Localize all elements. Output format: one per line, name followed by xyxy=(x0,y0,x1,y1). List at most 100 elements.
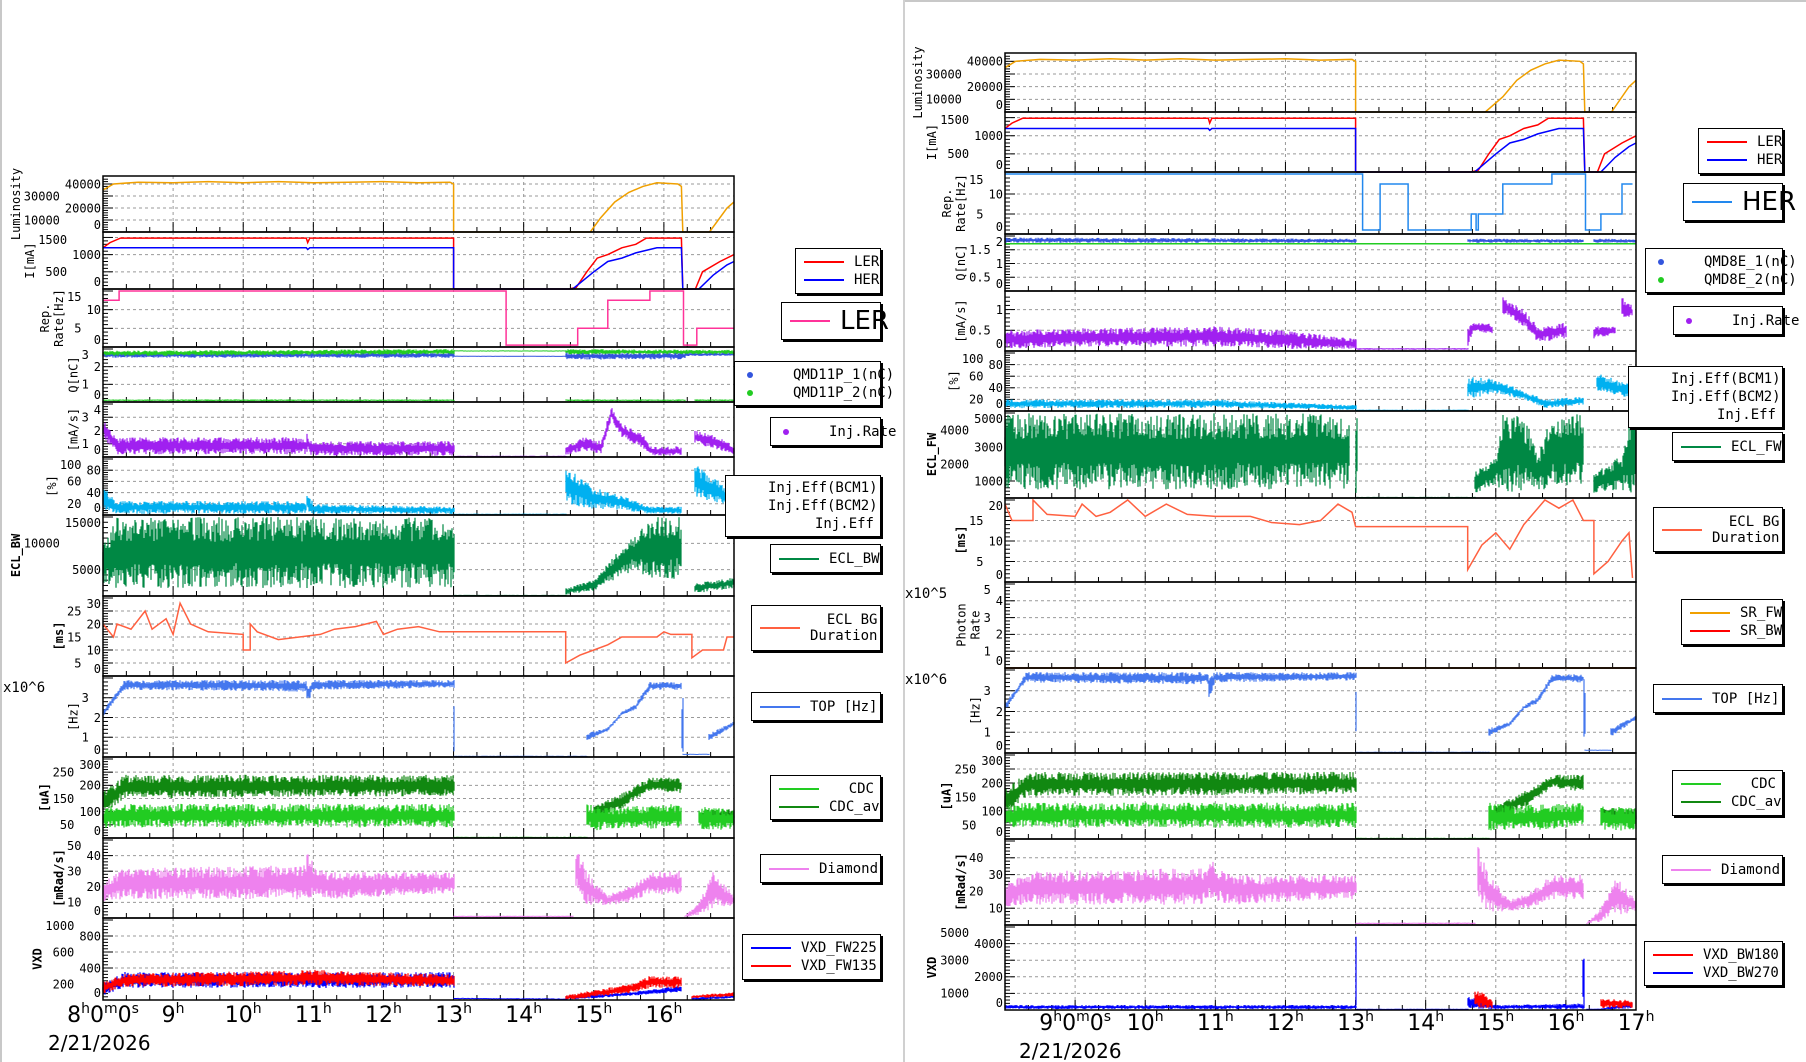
y-tick-label: 20 xyxy=(67,497,81,511)
series-ecl-fw xyxy=(1004,413,1637,498)
y-tick-label: 40 xyxy=(989,381,1003,395)
y-axis-label: I[mA] xyxy=(23,242,37,278)
legend-label: CDC_av xyxy=(1731,794,1782,810)
series-luminosity xyxy=(1004,58,1637,113)
legend-label: HER xyxy=(854,272,880,288)
legend-marker-line-icon xyxy=(749,943,793,953)
y-tick-label: 1 xyxy=(996,257,1003,271)
y-tick-label: 2 xyxy=(996,628,1003,642)
y-tick-label: 30000 xyxy=(24,189,60,203)
y-tick-label: 0 xyxy=(94,662,101,676)
y-tick-label: 0 xyxy=(94,388,101,402)
series-ecl-bg-duration xyxy=(102,600,734,665)
legend-marker-line-icon xyxy=(788,316,832,326)
y-tick-label: 2 xyxy=(94,424,101,438)
legend-entry: ECL BG Duration xyxy=(758,610,878,646)
y-tick-label: 40 xyxy=(87,849,101,863)
y-tick-label: 5000 xyxy=(72,563,101,577)
x-tick-label: 16h xyxy=(645,1001,682,1028)
x-tick-label: 9h xyxy=(162,1001,185,1028)
y-tick-label: 10 xyxy=(989,187,1003,201)
legend-marker-line-icon xyxy=(732,501,760,511)
y-tick-label: 2 xyxy=(94,360,101,374)
panel--: 0 20 40 60 80 100[%] xyxy=(45,456,735,516)
legend-marker-line-icon xyxy=(1679,779,1723,789)
legend-marker-dot-icon xyxy=(1652,275,1696,285)
legend-label: VXD_FW225 xyxy=(801,940,877,956)
legend-box: CDC CDC_av xyxy=(1672,770,1783,816)
y-tick-label: 20 xyxy=(989,499,1003,513)
legend-marker-line-icon xyxy=(1679,442,1723,452)
legend-marker-line-icon xyxy=(758,623,802,633)
legend-marker-line-icon xyxy=(777,554,821,564)
y-tick-label: 30000 xyxy=(926,67,962,81)
series-inj-rate xyxy=(102,408,735,457)
y-axis-label: [Hz] xyxy=(67,702,81,731)
y-tick-label: 100 xyxy=(962,352,984,366)
y-tick-label: 3 xyxy=(82,411,89,425)
series-ecl-bw xyxy=(102,517,735,596)
legend-label: Inj.Eff(BCM1) xyxy=(1671,371,1781,387)
y-tick-label: 10 xyxy=(989,534,1003,548)
legend-label: ECL BG Duration xyxy=(810,612,878,644)
series-diamond xyxy=(1004,847,1637,925)
x-tick-label: 14h xyxy=(1407,1009,1444,1036)
x-tick-label: 12h xyxy=(365,1001,402,1028)
y-tick-label: 1 xyxy=(984,726,991,740)
legend-marker-line-icon xyxy=(1635,410,1663,420)
legend-label: Diamond xyxy=(819,860,879,877)
legend-label: SR_FW xyxy=(1740,605,1783,621)
legend-marker-line-icon xyxy=(732,519,760,529)
legend-entry: VXD_BW180 xyxy=(1651,946,1779,964)
legend-label: QMD8E_1(nC) xyxy=(1704,253,1797,270)
legend-entry: Inj.Eff xyxy=(732,515,874,533)
panel-frame xyxy=(102,675,735,758)
y-tick-label: 150 xyxy=(955,790,977,804)
legend-label: TOP [Hz] xyxy=(1712,690,1780,707)
y-tick-label: 20 xyxy=(969,885,983,899)
y-axis-label: Luminosity xyxy=(911,46,925,118)
y-tick-label: 25 xyxy=(67,604,81,618)
y-tick-label: 2 xyxy=(996,235,1003,249)
panel-ecl-fw: 1000 2000 3000 4000 5000 ECL_FW xyxy=(925,410,1637,499)
y-tick-label: 5000 xyxy=(940,926,969,940)
panel--mrad-s-: 10 20 30 40[mRad/s] xyxy=(954,838,1637,926)
y-tick-label: 30 xyxy=(67,865,81,879)
legend-box: Inj.Rate xyxy=(770,417,896,446)
y-tick-label: 10000 xyxy=(24,213,60,227)
panel--: 0 20 40 60 80 100[%] xyxy=(947,350,1637,412)
y-tick-label: 0.5 xyxy=(969,324,991,338)
y-tick-label: 250 xyxy=(53,766,75,780)
x-tick-label: 8h0m0s xyxy=(67,1001,139,1028)
series-diamond xyxy=(102,854,735,918)
legend-label: HER xyxy=(1742,187,1797,217)
y-tick-label: 0 xyxy=(996,397,1003,411)
y-tick-label: 1 xyxy=(82,437,89,451)
y-tick-label: 40000 xyxy=(65,177,101,191)
legend-marker-line-icon xyxy=(802,275,846,285)
legend-label: TOP [Hz] xyxy=(810,698,878,715)
series-luminosity xyxy=(102,180,735,233)
legend-marker-line-icon xyxy=(767,864,811,874)
legend-marker-dot-icon xyxy=(1652,257,1696,267)
x-tick-label: 17h xyxy=(1618,1009,1655,1036)
legend-entry: Inj.Eff xyxy=(1635,406,1776,424)
legend-entry: CDC xyxy=(777,780,874,798)
legend-entry: HER xyxy=(1690,187,1796,217)
legend-label: ECL BG Duration xyxy=(1712,513,1780,546)
panel--mrad-s-: 0 10 20 30 40 50[mRad/s] xyxy=(52,837,735,919)
legend-box: CDC CDC_av xyxy=(770,775,881,820)
y-tick-label: 3000 xyxy=(974,440,1003,454)
series-vxd-bw270 xyxy=(1004,936,1633,1010)
series-top-hz- xyxy=(102,680,735,757)
legend-entry: Diamond xyxy=(1669,861,1780,879)
y-axis-label: Q[nC] xyxy=(67,356,81,392)
legend-box: Diamond xyxy=(760,854,881,883)
y-tick-label: 5000 xyxy=(974,412,1003,426)
y-axis-label: VXD xyxy=(925,957,939,979)
panel-q-nc-: 0 0.5 1 1.5 2 Q[nC] xyxy=(954,233,1637,292)
y-tick-label: 3 xyxy=(984,611,991,625)
legend-label: Inj.Eff(BCM2) xyxy=(768,498,878,514)
y-axis-label: Rate[Hz] xyxy=(954,174,968,232)
